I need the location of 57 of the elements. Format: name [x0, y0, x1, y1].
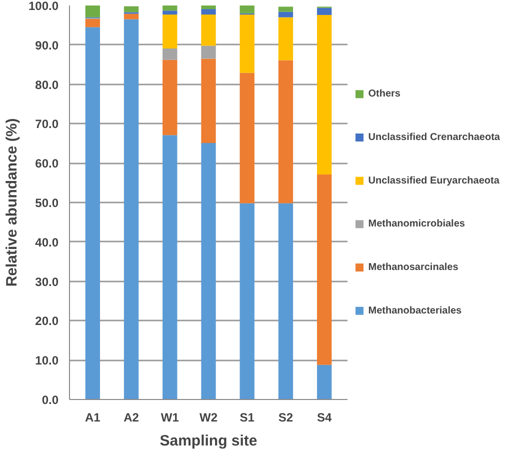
bar [278, 203, 294, 400]
bar [201, 58, 216, 144]
y-tick-label: 100.0 [28, 0, 59, 13]
bar [124, 6, 139, 12]
bar [316, 364, 332, 400]
legend-label: Unclassified Crenarchaeota [368, 132, 500, 143]
bar [85, 27, 100, 400]
y-tick-label: 40.0 [35, 235, 59, 250]
x-tick-label: S2 [278, 410, 294, 424]
y-tick-label: 20.0 [35, 314, 59, 328]
legend-label: Methanobacteriales [368, 305, 462, 316]
bar [162, 14, 178, 48]
bar [240, 203, 254, 400]
y-tick-label: 70.0 [35, 117, 59, 132]
bar [162, 135, 178, 400]
legend-label: Methanosarcinales [368, 262, 459, 274]
bar [316, 14, 332, 175]
y-tick-label: 60.0 [35, 156, 59, 171]
bar [201, 6, 216, 10]
bar [162, 10, 178, 15]
bar [162, 60, 178, 136]
x-tick-label: S1 [240, 410, 255, 424]
bar [124, 19, 139, 400]
y-tick-label: 10.0 [35, 354, 59, 368]
legend-label: Methanomicrobiales [368, 218, 466, 230]
y-tick-label: 30.0 [35, 274, 59, 289]
legend-label: Unclassified Euryarchaeota [368, 175, 500, 186]
bar [85, 18, 100, 28]
bar [85, 6, 100, 18]
x-tick-label: A2 [124, 410, 140, 424]
bar [278, 17, 294, 60]
x-tick-label: A1 [84, 410, 101, 424]
bar [316, 8, 332, 15]
bar [162, 48, 178, 60]
bar [278, 6, 294, 12]
bar [278, 12, 294, 18]
y-tick-label: 90.0 [35, 38, 59, 52]
bar [162, 6, 178, 11]
x-tick-label: W1 [160, 410, 180, 424]
bar [201, 46, 216, 59]
x-axis-title: Sampling site [160, 432, 258, 450]
y-tick-label: 0.0 [42, 393, 59, 407]
y-tick-label: 80.0 [35, 78, 59, 92]
legend-label: Others [368, 88, 401, 100]
bar [278, 60, 294, 204]
bar [201, 143, 216, 400]
y-tick-label: 50.0 [35, 196, 59, 210]
x-tick-label: W2 [200, 410, 218, 424]
bar [124, 14, 139, 20]
bar [240, 14, 254, 73]
bar [201, 9, 216, 15]
bar [201, 14, 216, 46]
bar [240, 72, 254, 204]
bar [240, 6, 254, 14]
y-axis-title: Relative abundance (%) [3, 118, 20, 287]
bar [316, 174, 332, 365]
x-tick-label: S4 [316, 410, 332, 424]
